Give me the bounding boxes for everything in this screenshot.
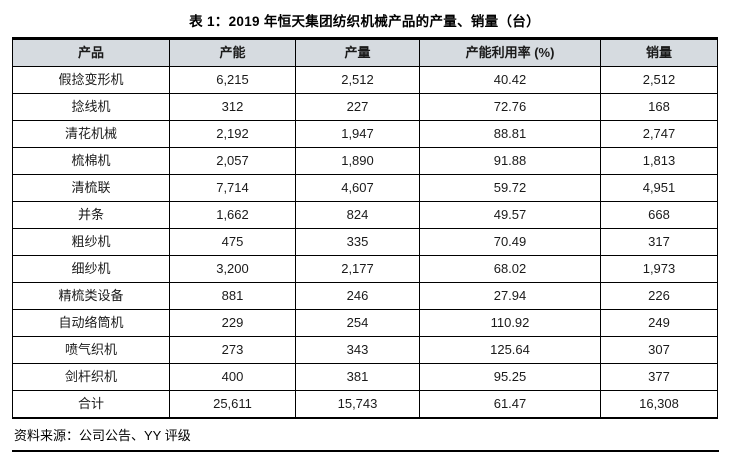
value-cell: 40.42 — [419, 66, 601, 94]
value-cell: 15,743 — [295, 390, 420, 419]
header-capacity: 产能 — [169, 38, 296, 67]
value-cell: 312 — [169, 93, 296, 121]
value-cell: 49.57 — [419, 201, 601, 229]
value-cell: 6,215 — [169, 66, 296, 94]
production-sales-table: 产品 产能 产量 产能利用率 (%) 销量 假捻变形机 6,215 2,512 40.… — [12, 37, 718, 419]
product-name-cell: 合计 — [12, 390, 170, 419]
value-cell: 229 — [169, 309, 296, 337]
value-cell: 273 — [169, 336, 296, 364]
table-row: 细纱机 3,200 2,177 68.02 1,973 — [12, 255, 718, 283]
value-cell: 2,192 — [169, 120, 296, 148]
value-cell: 381 — [295, 363, 420, 391]
header-product: 产品 — [12, 38, 170, 67]
value-cell: 168 — [600, 93, 718, 121]
value-cell: 61.47 — [419, 390, 601, 419]
product-name-cell: 捻线机 — [12, 93, 170, 121]
value-cell: 246 — [295, 282, 420, 310]
table-row: 清梳联 7,714 4,607 59.72 4,951 — [12, 174, 718, 202]
product-name-cell: 粗纱机 — [12, 228, 170, 256]
value-cell: 1,973 — [600, 255, 718, 283]
table-row: 清花机械 2,192 1,947 88.81 2,747 — [12, 120, 718, 148]
value-cell: 475 — [169, 228, 296, 256]
value-cell: 668 — [600, 201, 718, 229]
value-cell: 317 — [600, 228, 718, 256]
value-cell: 70.49 — [419, 228, 601, 256]
product-name-cell: 清梳联 — [12, 174, 170, 202]
value-cell: 227 — [295, 93, 420, 121]
product-name-cell: 精梳类设备 — [12, 282, 170, 310]
table-row-total: 合计 25,611 15,743 61.47 16,308 — [12, 390, 718, 419]
header-sales: 销量 — [600, 38, 718, 67]
product-name-cell: 细纱机 — [12, 255, 170, 283]
table-row: 捻线机 312 227 72.76 168 — [12, 93, 718, 121]
value-cell: 88.81 — [419, 120, 601, 148]
table-header-row: 产品 产能 产量 产能利用率 (%) 销量 — [12, 38, 718, 67]
value-cell: 59.72 — [419, 174, 601, 202]
value-cell: 1,662 — [169, 201, 296, 229]
value-cell: 249 — [600, 309, 718, 337]
table-row: 假捻变形机 6,215 2,512 40.42 2,512 — [12, 66, 718, 94]
header-output: 产量 — [295, 38, 420, 67]
value-cell: 824 — [295, 201, 420, 229]
product-name-cell: 自动络筒机 — [12, 309, 170, 337]
value-cell: 95.25 — [419, 363, 601, 391]
table-row: 喷气织机 273 343 125.64 307 — [12, 336, 718, 364]
table-body: 假捻变形机 6,215 2,512 40.42 2,512 捻线机 312 227 72.76 1… — [12, 66, 718, 419]
value-cell: 1,813 — [600, 147, 718, 175]
value-cell: 2,512 — [295, 66, 420, 94]
value-cell: 335 — [295, 228, 420, 256]
value-cell: 400 — [169, 363, 296, 391]
header-utilization: 产能利用率 (%) — [419, 38, 601, 67]
value-cell: 4,951 — [600, 174, 718, 202]
value-cell: 881 — [169, 282, 296, 310]
value-cell: 2,057 — [169, 147, 296, 175]
value-cell: 125.64 — [419, 336, 601, 364]
value-cell: 343 — [295, 336, 420, 364]
value-cell: 16,308 — [600, 390, 718, 419]
value-cell: 27.94 — [419, 282, 601, 310]
value-cell: 4,607 — [295, 174, 420, 202]
product-name-cell: 清花机械 — [12, 120, 170, 148]
value-cell: 68.02 — [419, 255, 601, 283]
product-name-cell: 假捻变形机 — [12, 66, 170, 94]
value-cell: 72.76 — [419, 93, 601, 121]
product-name-cell: 并条 — [12, 201, 170, 229]
table-row: 梳棉机 2,057 1,890 91.88 1,813 — [12, 147, 718, 175]
product-name-cell: 喷气织机 — [12, 336, 170, 364]
table-row: 并条 1,662 824 49.57 668 — [12, 201, 718, 229]
product-name-cell: 剑杆织机 — [12, 363, 170, 391]
value-cell: 1,890 — [295, 147, 420, 175]
value-cell: 307 — [600, 336, 718, 364]
value-cell: 110.92 — [419, 309, 601, 337]
source-note: 资料来源：公司公告、YY 评级 — [12, 419, 719, 452]
value-cell: 1,947 — [295, 120, 420, 148]
table-row: 剑杆织机 400 381 95.25 377 — [12, 363, 718, 391]
value-cell: 3,200 — [169, 255, 296, 283]
value-cell: 226 — [600, 282, 718, 310]
value-cell: 91.88 — [419, 147, 601, 175]
value-cell: 7,714 — [169, 174, 296, 202]
value-cell: 377 — [600, 363, 718, 391]
product-name-cell: 梳棉机 — [12, 147, 170, 175]
table-row: 精梳类设备 881 246 27.94 226 — [12, 282, 718, 310]
value-cell: 2,747 — [600, 120, 718, 148]
table-row: 粗纱机 475 335 70.49 317 — [12, 228, 718, 256]
value-cell: 2,512 — [600, 66, 718, 94]
value-cell: 254 — [295, 309, 420, 337]
value-cell: 2,177 — [295, 255, 420, 283]
value-cell: 25,611 — [169, 390, 296, 419]
table-row: 自动络筒机 229 254 110.92 249 — [12, 309, 718, 337]
table-title: 表 1：2019 年恒天集团纺织机械产品的产量、销量（台） — [189, 14, 540, 29]
